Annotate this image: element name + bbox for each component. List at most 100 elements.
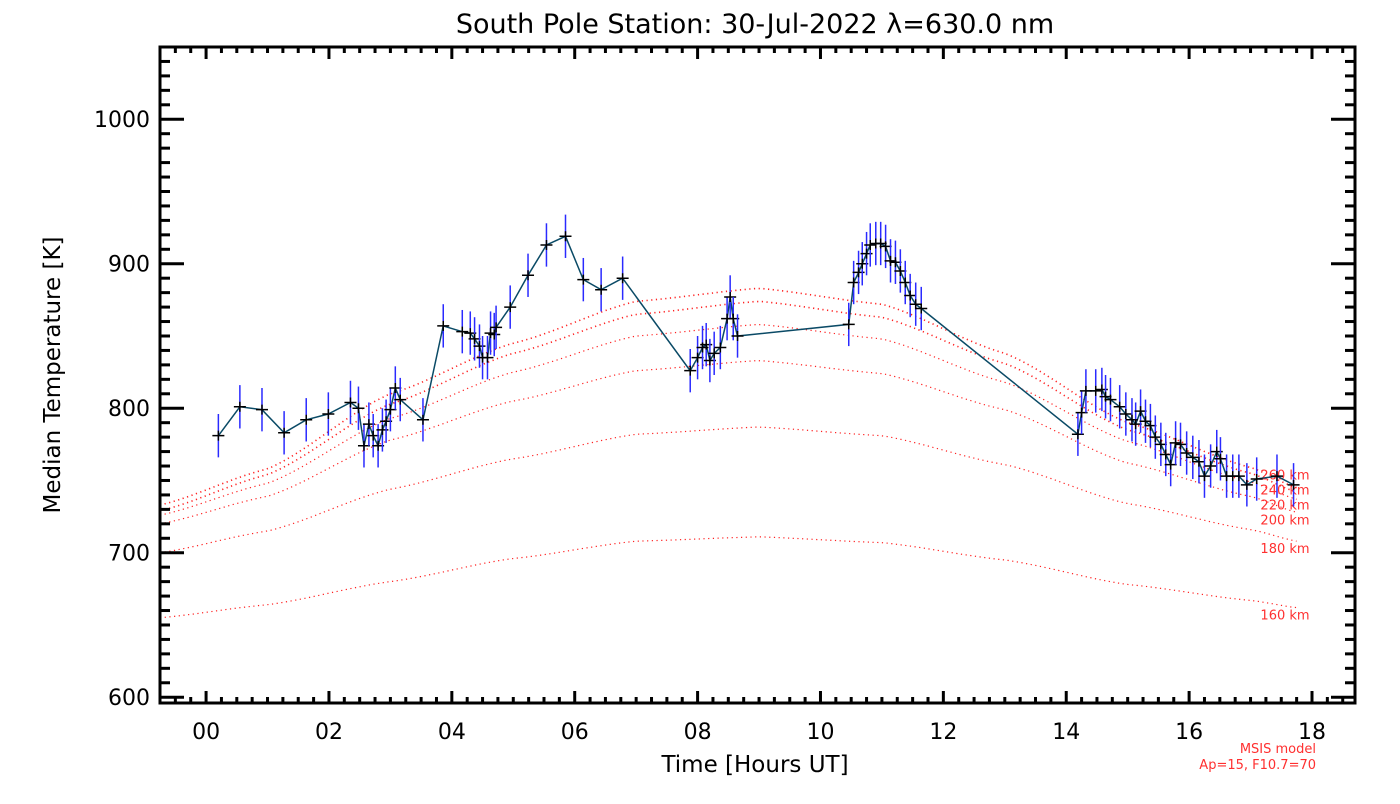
plot-frame <box>158 45 1357 705</box>
y-tick-label: 600 <box>108 686 150 711</box>
data-point <box>724 291 737 302</box>
data-point <box>1192 456 1205 467</box>
data-point <box>1149 432 1162 443</box>
x-tick-label: 10 <box>806 720 834 745</box>
data-point <box>233 401 246 412</box>
data-point <box>864 239 877 250</box>
data-point <box>842 319 855 330</box>
data-point <box>278 427 291 438</box>
y-tick-label: 900 <box>108 253 150 278</box>
data-point <box>255 404 268 415</box>
data-point <box>1159 449 1172 460</box>
measured-series <box>212 214 1300 507</box>
data-point <box>522 270 535 281</box>
data-point <box>909 299 922 310</box>
data-point <box>1154 439 1167 450</box>
data-point <box>344 397 357 408</box>
x-tick-label: 12 <box>929 720 957 745</box>
data-point <box>473 341 486 352</box>
msis-model-label: MSIS model <box>1240 742 1316 757</box>
data-point <box>1134 406 1147 417</box>
data-point <box>894 265 907 276</box>
data-point <box>384 404 397 415</box>
x-tick-label: 06 <box>561 720 589 745</box>
data-point <box>899 277 912 288</box>
data-point <box>714 342 727 353</box>
msis-curve-180-km <box>159 426 1297 554</box>
data-point <box>1180 448 1193 459</box>
data-point <box>1089 385 1102 396</box>
y-tick-label: 800 <box>108 397 150 422</box>
x-tick-label: 04 <box>438 720 466 745</box>
data-point <box>352 403 365 414</box>
data-point <box>456 326 469 337</box>
data-point <box>879 241 892 252</box>
msis-params-label: Ap=15, F10.7=70 <box>1199 758 1316 773</box>
msis-curve-label: 240 km <box>1260 483 1309 498</box>
data-point <box>389 383 402 394</box>
data-point <box>394 394 407 405</box>
axes: 00 02 04 06 08 10 12 14 16 18 600 700 800 900 1000 <box>94 45 1357 745</box>
msis-curve-label: 260 km <box>1260 468 1309 483</box>
msis-curve-label: 200 km <box>1260 513 1309 528</box>
data-point <box>559 231 572 242</box>
x-tick-label: 16 <box>1175 720 1203 745</box>
data-point <box>1198 471 1211 482</box>
x-tick-label: 02 <box>315 720 343 745</box>
msis-curve-label: 160 km <box>1260 609 1309 624</box>
data-point <box>616 273 629 284</box>
data-point <box>504 302 517 313</box>
data-point <box>889 257 902 268</box>
data-point <box>1186 452 1199 463</box>
data-point <box>1139 416 1152 427</box>
data-point <box>1270 471 1283 482</box>
data-point <box>322 409 335 420</box>
data-point <box>847 277 860 288</box>
msis-curve-160-km <box>159 536 1297 619</box>
data-point <box>1287 479 1300 490</box>
data-point <box>416 414 429 425</box>
msis-curve-label: 180 km <box>1260 542 1309 557</box>
x-tick-label: 18 <box>1298 720 1326 745</box>
data-point <box>1119 409 1132 420</box>
data-point <box>1144 420 1157 431</box>
data-point <box>1204 461 1217 472</box>
x-tick-label: 14 <box>1052 720 1080 745</box>
data-point <box>1240 479 1253 490</box>
data-point <box>540 239 553 250</box>
series-line <box>217 235 1294 486</box>
data-point <box>691 352 704 363</box>
data-point <box>708 348 721 359</box>
data-point <box>1104 394 1117 405</box>
data-point <box>1174 439 1187 450</box>
data-point <box>577 274 590 285</box>
data-point <box>884 255 897 266</box>
data-point <box>904 290 917 301</box>
data-point <box>1164 459 1177 470</box>
data-point <box>595 284 608 295</box>
chart-title: South Pole Station: 30-Jul-2022 λ=630.0 … <box>456 9 1054 40</box>
data-point <box>1169 437 1182 448</box>
data-point <box>367 430 380 441</box>
data-point <box>1129 419 1142 430</box>
data-point <box>300 414 313 425</box>
data-point <box>212 430 225 441</box>
x-axis-label: Time [Hours UT] <box>660 752 848 778</box>
data-point <box>1232 471 1245 482</box>
y-axis-label: Median Temperature [K] <box>40 237 66 514</box>
x-tick-label: 00 <box>192 720 220 745</box>
data-point <box>1113 401 1126 412</box>
data-point <box>684 365 697 376</box>
data-point <box>490 322 503 333</box>
y-tick-label: 700 <box>108 542 150 567</box>
y-tick-label: 1000 <box>94 108 150 133</box>
data-point <box>731 330 744 341</box>
data-point <box>481 352 494 363</box>
data-point <box>488 329 501 340</box>
msis-curve-label: 220 km <box>1260 498 1309 513</box>
data-point <box>357 440 370 451</box>
data-point <box>468 333 481 344</box>
data-point <box>1214 453 1227 464</box>
